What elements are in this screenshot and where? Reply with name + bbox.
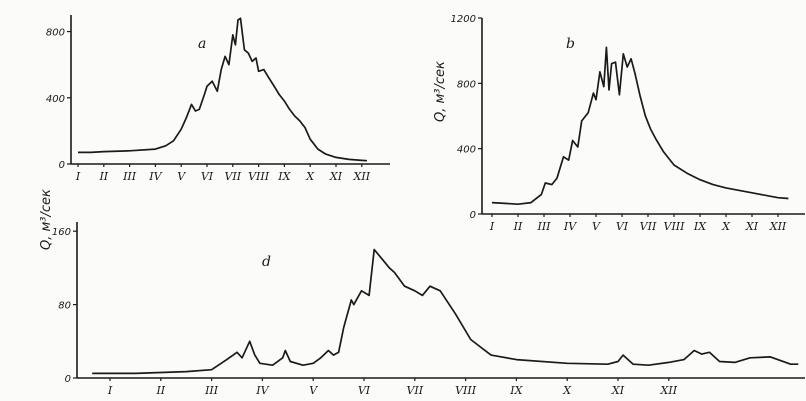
panel-d-month-label-VIII: VIII [455, 384, 477, 397]
panel-a-month-label-VII: VII [224, 170, 241, 183]
panel-d-month-label-XII: XII [660, 384, 678, 397]
panel-d-month-label-V: V [309, 384, 318, 397]
panel-d-y-ticks: 0 80 160 [52, 227, 77, 385]
panel-a-month-label-XI: XI [329, 170, 343, 183]
panel-d-ytick-label-80: 80 [58, 301, 71, 312]
panel-b-month-label-VII: VII [640, 220, 657, 233]
panel-b-letter: b [566, 36, 575, 52]
panel-a-month-label-X: X [305, 170, 315, 183]
panel-b-x-ticks: I II III IV V VI VII VIII IX X XI XII [489, 214, 787, 233]
panel-d-month-label-VII: VII [406, 384, 423, 397]
panel-a-ytick-label-800: 800 [46, 28, 65, 39]
panel-a-y-ticks: 0 400 800 [46, 28, 71, 171]
panel-a-discharge-line [78, 17, 368, 162]
panel-d-month-label-I: I [107, 384, 113, 397]
panel-b-y-axis-title: Q, м³/сек [433, 61, 448, 122]
panel-a-month-label-IV: IV [148, 170, 162, 183]
panel-b-month-label-VI: VI [616, 220, 629, 233]
panel-b-discharge-line [491, 46, 789, 206]
panel-b-month-label-III: III [536, 220, 551, 233]
panel-d-month-label-III: III [204, 384, 219, 397]
panel-a-month-label-XII: XII [353, 170, 371, 183]
panel-b-month-label-XII: XII [769, 220, 787, 233]
shared-y-axis-title: Q, м³/сек [39, 189, 54, 250]
panel-a-x-ticks: I II III IV V VI VII VIII IX X XI XII [75, 164, 371, 183]
panel-b-ytick-label-0: 0 [470, 210, 476, 221]
panel-b-month-label-II: II [513, 220, 523, 233]
panel-d-month-label-X: X [562, 384, 572, 397]
panel-b-month-label-IX: IX [693, 220, 707, 233]
panel-b-month-label-I: I [489, 220, 495, 233]
panel-b-month-label-IV: IV [563, 220, 577, 233]
panel-a-month-label-V: V [177, 170, 186, 183]
panel-b-ytick-label-1200: 1200 [451, 14, 476, 25]
panel-d-month-label-IV: IV [255, 384, 269, 397]
panel-a-month-label-II: II [98, 170, 108, 183]
panel-a-month-label-VIII: VIII [248, 170, 270, 183]
panel-b-month-label-V: V [592, 220, 601, 233]
panel-d-discharge-line [92, 248, 799, 375]
panel-a-month-label-III: III [122, 170, 137, 183]
panel-d-month-label-VI: VI [358, 384, 371, 397]
panel-d-month-label-XI: XI [611, 384, 625, 397]
panel-d-ytick-label-160: 160 [52, 227, 71, 238]
panel-b-ytick-label-400: 400 [457, 145, 476, 156]
panel-b-month-label-VIII: VIII [664, 220, 686, 233]
panel-b-y-ticks: 0 400 800 1200 [451, 14, 482, 221]
panel-d-month-label-II: II [155, 384, 165, 397]
panel-b-ytick-label-800: 800 [457, 79, 476, 90]
panel-d-month-label-IX: IX [509, 384, 523, 397]
panel-a-month-label-I: I [75, 170, 81, 183]
panel-a-letter: a [198, 36, 206, 52]
panel-a-ytick-label-0: 0 [59, 160, 65, 171]
panel-d-ytick-label-0: 0 [65, 374, 71, 385]
panel-a-month-label-IX: IX [277, 170, 291, 183]
panel-a-month-label-VI: VI [201, 170, 214, 183]
panel-d-x-ticks: I II III IV V VI VII VIII IX X XI XII [107, 378, 678, 397]
panel-d-letter: d [262, 254, 271, 270]
panel-b-month-label-XI: XI [745, 220, 759, 233]
panel-b-month-label-X: X [721, 220, 731, 233]
panel-a-ytick-label-400: 400 [46, 94, 65, 105]
